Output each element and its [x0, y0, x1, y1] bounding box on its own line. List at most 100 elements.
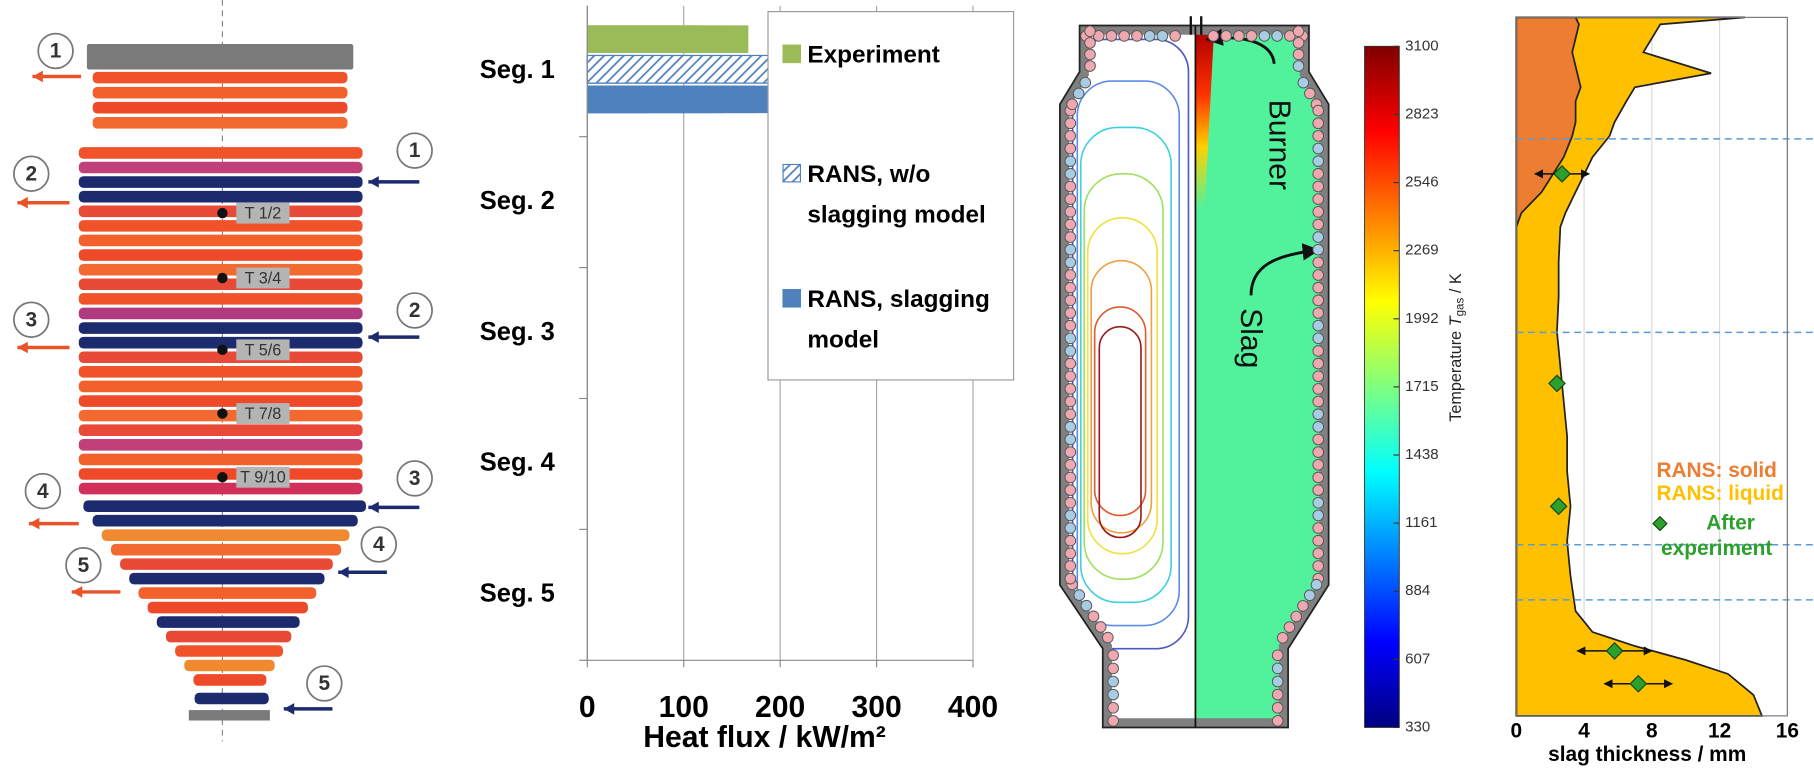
- cooling-tube: [1312, 433, 1325, 446]
- arrow-head: [338, 566, 349, 579]
- sensor-tag: [236, 267, 290, 289]
- cooling-tube: [1080, 599, 1093, 612]
- cooling-tube: [1064, 142, 1077, 155]
- port-marker: [65, 547, 102, 584]
- plate: [175, 645, 284, 657]
- cooling-tube: [1271, 715, 1284, 727]
- arrow-head: [17, 196, 28, 209]
- cooling-tube: [1064, 421, 1077, 433]
- marker: [1629, 674, 1648, 693]
- legend-swatch: [782, 289, 802, 308]
- cooling-tube: [1064, 408, 1077, 420]
- cooling-tube: [1233, 30, 1245, 42]
- cooling-tube: [1312, 307, 1325, 319]
- x-tick-label: 100: [659, 691, 709, 724]
- plate: [78, 351, 363, 364]
- port-marker: [37, 32, 74, 70]
- plate: [78, 147, 363, 159]
- sensor-tag: [236, 202, 290, 224]
- plate: [92, 101, 348, 114]
- port-label: 3: [25, 308, 37, 331]
- port-marker: [13, 301, 50, 338]
- cooling-tube: [1107, 715, 1119, 727]
- marker: [1549, 497, 1568, 516]
- cooling-tube: [1064, 117, 1077, 130]
- label-symbol: T: [1448, 315, 1466, 326]
- legend-label: RANS, w/o slagging model: [807, 161, 986, 229]
- colorbar-tick-label: 1161: [1405, 514, 1437, 531]
- arrow-head: [17, 341, 28, 354]
- plate: [120, 558, 333, 570]
- legend-label-box: RANS, w/o slagging model: [807, 161, 986, 229]
- cooling-tube: [1297, 600, 1309, 612]
- sensor-tag: [236, 339, 290, 361]
- cooling-tube: [1064, 395, 1077, 408]
- cooling-tube: [1084, 60, 1096, 72]
- arrow-head: [368, 331, 379, 343]
- cooling-tube: [1276, 631, 1289, 644]
- plate: [78, 220, 363, 232]
- colorbar-tick-label: 1992: [1405, 310, 1438, 327]
- cooling-tube: [1312, 383, 1325, 395]
- cooling-tube: [1105, 30, 1118, 42]
- cooling-tube: [1312, 509, 1325, 522]
- cooling-tube: [1084, 48, 1096, 61]
- cooling-tube: [1312, 522, 1325, 534]
- legend-label: RANS: solid: [1656, 459, 1776, 482]
- plate: [101, 529, 350, 541]
- burner-plume: [1195, 32, 1214, 209]
- cooling-tube: [1143, 30, 1156, 42]
- cooling-tube: [1290, 610, 1302, 623]
- wall-outline: [1059, 24, 1330, 729]
- marker: [1605, 641, 1624, 660]
- plate: [78, 278, 363, 291]
- cooling-tube: [1312, 395, 1325, 408]
- cooling-tube: [1107, 701, 1119, 714]
- x-tick-label: 400: [948, 691, 998, 724]
- y-tick-label: Seg. 2: [480, 187, 555, 215]
- marker: [1548, 374, 1566, 393]
- cooling-tube: [1094, 621, 1107, 633]
- cooling-tube: [1283, 621, 1296, 633]
- cooling-tube: [1245, 30, 1258, 42]
- y-tick-label: Seg. 4: [480, 449, 556, 477]
- cooling-tube: [1312, 130, 1325, 142]
- cooling-tube: [1064, 193, 1077, 205]
- label-text: Temperature: [1448, 331, 1466, 422]
- port-label: 1: [50, 40, 62, 63]
- cooling-tube: [1312, 294, 1325, 307]
- colorbar-tick-label: 2546: [1405, 174, 1438, 191]
- cooling-tube: [1312, 471, 1325, 484]
- cooling-tube: [1312, 345, 1325, 357]
- cooling-tube: [1064, 168, 1077, 180]
- cooling-tube: [1303, 589, 1316, 602]
- cooling-tube: [1107, 662, 1119, 675]
- contours: [1071, 38, 1190, 650]
- plate: [78, 482, 363, 495]
- arrow-head: [32, 70, 43, 83]
- cooling-tube: [1312, 484, 1325, 496]
- cooling-tube: [1064, 130, 1077, 142]
- plate: [78, 293, 363, 305]
- annotation: Slag: [1234, 308, 1267, 368]
- cooling-tube: [1312, 117, 1325, 130]
- cooling-tube: [1220, 30, 1232, 42]
- cooling-tube: [1102, 631, 1114, 644]
- x-tick-label: 0: [1511, 720, 1523, 743]
- x-tick-label: 0: [579, 691, 596, 724]
- sensor-dot: [217, 472, 228, 483]
- cooling-tube: [1312, 269, 1325, 281]
- cooling-tube: [1064, 269, 1077, 281]
- cooling-tube: [1064, 433, 1077, 446]
- cooling-tube: [1271, 675, 1284, 688]
- colorbar-tick-label: 1715: [1405, 378, 1438, 395]
- bar-chart: 0 100 200 300 400 Seg. 1 Seg. 2 Seg. 3 Seg. 4 Seg…: [480, 5, 1015, 754]
- cooling-tube: [1312, 243, 1325, 256]
- plate: [78, 439, 363, 451]
- cooling-tube: [1312, 104, 1325, 117]
- cooling-tube: [1107, 688, 1119, 701]
- legend-label-box: After experiment: [1661, 511, 1772, 560]
- cooling-tube: [1312, 193, 1325, 205]
- cooling-tube: [1064, 370, 1077, 383]
- y-tick-label: Seg. 5: [480, 580, 555, 608]
